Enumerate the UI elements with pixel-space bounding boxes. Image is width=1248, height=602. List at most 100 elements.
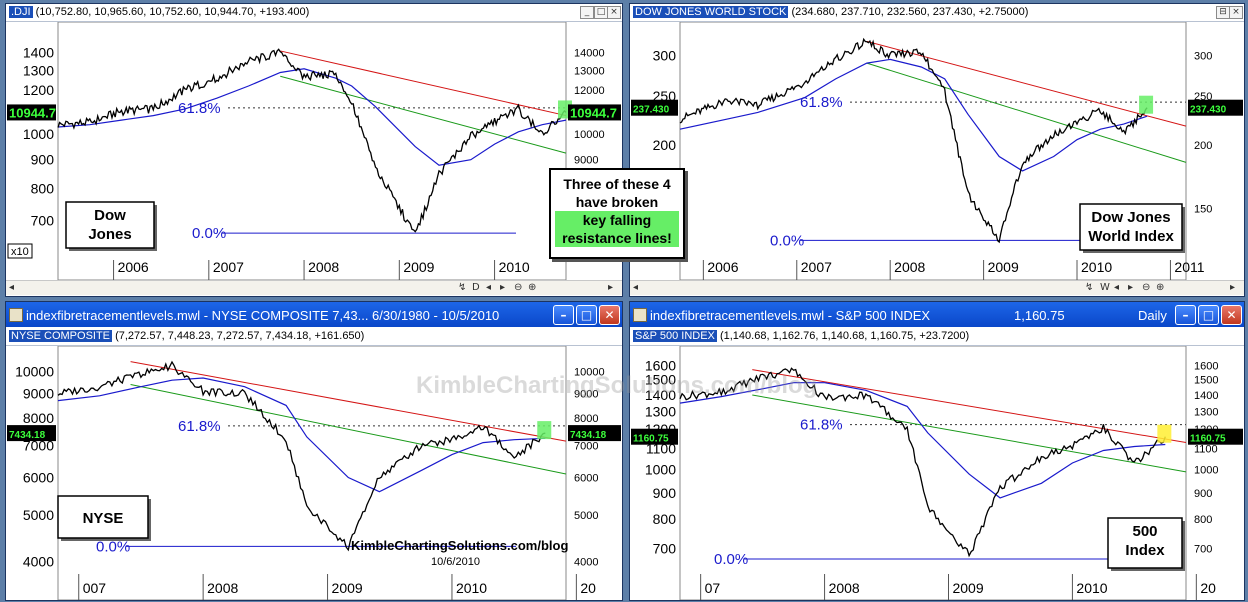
label-box — [57, 495, 149, 539]
callout-line-3: key falling — [555, 211, 679, 229]
callout-line-1: Three of these 4 — [563, 176, 671, 192]
year-label: 07 — [705, 580, 721, 596]
resistance-line — [752, 369, 1187, 444]
support-line — [280, 75, 567, 154]
scroll-right2-icon[interactable]: ▸ — [500, 282, 506, 293]
minimize-button[interactable]: – — [1175, 305, 1196, 325]
price-line — [679, 367, 1166, 558]
close-button[interactable]: ✕ — [599, 305, 620, 325]
left-tick-label: 800 — [653, 511, 677, 527]
chart-label: NYSE — [83, 510, 124, 527]
fib-label: 0.0% — [192, 225, 226, 242]
left-tick-label: 900 — [653, 485, 677, 501]
label-box — [1107, 517, 1183, 569]
ohlc-info: (234.680, 237.710, 232.560, 237.430, +2.… — [791, 6, 1029, 18]
zoom-out-icon[interactable]: ⊖ — [514, 282, 523, 293]
scroll-left-icon[interactable]: ◂ — [9, 282, 15, 293]
left-tick-label: 7000 — [23, 438, 54, 454]
fib-label: 0.0% — [96, 538, 130, 555]
price-badge-right — [1188, 99, 1243, 116]
scroll-right-end-icon[interactable]: ▸ — [608, 282, 614, 293]
year-label: 2010 — [1076, 580, 1107, 596]
right-tick-label: 9000 — [574, 389, 598, 401]
year-label: 2009 — [332, 580, 363, 596]
label-box — [1079, 203, 1183, 251]
info-bar: .DJI (10,752.80, 10,965.60, 10,752.60, 1… — [6, 4, 622, 22]
scroll-right-icon[interactable]: ◂ — [486, 282, 492, 293]
symbol-label: S&P 500 INDEX — [633, 330, 717, 342]
right-tick-label: 5000 — [574, 510, 598, 522]
fib-label: 61.8% — [178, 418, 221, 435]
price-badge-right — [568, 425, 621, 442]
scroll-right2-icon[interactable]: ▸ — [1128, 282, 1134, 293]
year-label: 2007 — [213, 259, 244, 275]
price-badge-left — [631, 428, 678, 445]
left-tick-label: 1000 — [645, 462, 676, 478]
breakout-marker — [1139, 95, 1154, 114]
price-badge-left-text: 7434.18 — [9, 430, 46, 441]
moving-average-line — [57, 377, 546, 493]
year-label: 2008 — [207, 580, 238, 596]
minimize-button[interactable]: – — [553, 305, 574, 325]
fib-label: 0.0% — [714, 551, 748, 568]
chart-area[interactable]: 1400 1300 1200 1000 900 800 700 14000 13000 12000… — [6, 22, 622, 280]
scroll-right-end-icon[interactable]: ▸ — [1230, 282, 1236, 293]
left-tick-label: 200 — [653, 137, 677, 153]
right-tick-label: 300 — [1194, 51, 1212, 63]
scroll-left-icon[interactable]: ◂ — [633, 282, 639, 293]
info-bar: NYSE COMPOSITE (7,272.57, 7,448.23, 7,27… — [6, 328, 622, 346]
price-badge-right-text: 237.430 — [1190, 105, 1227, 116]
left-tick-label: 1200 — [23, 82, 54, 98]
left-tick-label: 1300 — [645, 403, 676, 419]
chart-area[interactable]: 1600150014001300120011001000900800700160… — [630, 346, 1244, 600]
ohlc-info: (10,752.80, 10,965.60, 10,752.60, 10,944… — [35, 6, 310, 18]
zoom-in-icon[interactable]: ⊕ — [528, 282, 537, 293]
right-tick-label: 10000 — [574, 367, 605, 379]
restore-icon[interactable]: ⊟ — [1216, 6, 1230, 19]
scroll-left2-icon[interactable]: ◂ — [1114, 282, 1120, 293]
zoom-out-icon[interactable]: ⊖ — [1142, 282, 1151, 293]
year-label: 2010 — [456, 580, 487, 596]
chart-label: Jones — [88, 226, 131, 243]
left-tick-label: 9000 — [23, 386, 54, 402]
left-tick-label: 4000 — [23, 553, 54, 569]
chart-area[interactable]: 10000 9000 8000 7000 6000 5000 4000 10000 9000 80… — [6, 346, 622, 600]
support-line — [752, 394, 1187, 473]
year-label: 2006 — [118, 259, 149, 275]
left-tick-label: 700 — [653, 541, 677, 557]
left-tick-label: 5000 — [23, 507, 54, 523]
chart-scrollbar[interactable]: ◂ ◂ ▸ ⊖ ⊕ D ↯ ▸ — [6, 280, 622, 295]
chart-window-world: DOW JONES WORLD STOCK (234.680, 237.710,… — [629, 3, 1245, 297]
close-button[interactable]: ✕ — [1221, 305, 1242, 325]
info-bar: DOW JONES WORLD STOCK (234.680, 237.710,… — [630, 4, 1244, 22]
close-icon[interactable]: × — [1229, 6, 1243, 19]
chart-scrollbar[interactable]: ◂ ↯ W ◂ ▸ ⊖ ⊕ ▸ — [630, 280, 1244, 295]
x10-label: x10 — [11, 246, 29, 258]
restore-icon[interactable]: □ — [594, 6, 608, 19]
price-badge-left-text: 237.430 — [633, 105, 670, 116]
period-icon[interactable]: D — [472, 282, 480, 293]
maximize-button[interactable]: □ — [1198, 305, 1219, 325]
chart-label: Index — [1125, 542, 1165, 559]
period-icon[interactable]: W — [1100, 282, 1110, 293]
zoom-in-icon[interactable]: ⊕ — [1156, 282, 1165, 293]
right-tick-label: 1500 — [1194, 375, 1218, 387]
cursor-icon[interactable]: ↯ — [458, 282, 467, 293]
maximize-button[interactable]: □ — [576, 305, 597, 325]
plot-frame — [57, 346, 567, 600]
symbol-label: NYSE COMPOSITE — [9, 330, 113, 342]
cursor-icon[interactable]: ↯ — [1085, 282, 1094, 293]
chart-label: Dow Jones — [1091, 209, 1170, 226]
minimize-icon[interactable]: _ — [580, 6, 594, 19]
window-titlebar: indexfibretracementlevels.mwl - S&P 500 … — [630, 302, 1244, 327]
fib-label: 61.8% — [800, 94, 843, 111]
close-icon[interactable]: × — [607, 6, 621, 19]
right-tick-label: 800 — [1194, 514, 1212, 526]
left-tick-label: 300 — [653, 48, 677, 64]
left-tick-label: 1300 — [23, 63, 54, 79]
window-titlebar: indexfibretracementlevels.mwl - NYSE COM… — [6, 302, 622, 327]
window-title-period: Daily — [1138, 308, 1167, 323]
right-tick-label: 1100 — [1194, 443, 1218, 455]
x10-badge — [7, 243, 33, 259]
